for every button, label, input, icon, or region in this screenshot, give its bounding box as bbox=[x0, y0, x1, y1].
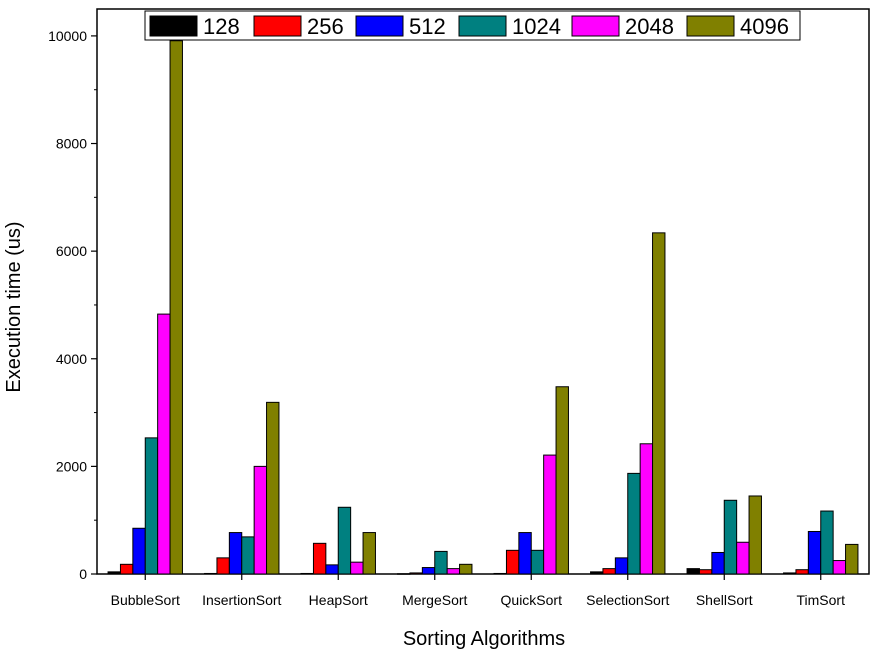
bar-quicksort-2048 bbox=[543, 454, 557, 575]
legend-label-1024: 1024 bbox=[512, 14, 561, 39]
legend-swatch-256 bbox=[253, 15, 302, 37]
bar-mergesort-512 bbox=[421, 567, 436, 575]
bar-heapsort-2048 bbox=[350, 561, 364, 575]
bar-mergesort-2048 bbox=[446, 568, 461, 575]
plot-border bbox=[96, 8, 870, 575]
y-axis: 0 2000 4000 6000 8000 10000 bbox=[48, 28, 97, 582]
bar-insertionsort-512 bbox=[228, 532, 243, 575]
x-tick-label: TimSort bbox=[797, 592, 846, 608]
x-tick-label: InsertionSort bbox=[202, 592, 281, 608]
bar-timsort-512 bbox=[807, 530, 822, 575]
y-tick-label: 2000 bbox=[56, 458, 87, 474]
bar-shellsort-128 bbox=[686, 568, 700, 575]
bar-quicksort-1024 bbox=[530, 549, 545, 575]
bar-selectionsort-512 bbox=[614, 557, 629, 575]
bar-selectionsort-1024 bbox=[627, 472, 641, 575]
bar-quicksort-256 bbox=[505, 549, 520, 575]
bar-selectionsort-256 bbox=[602, 568, 616, 575]
legend-label-4096: 4096 bbox=[740, 14, 789, 39]
plot-frame bbox=[96, 8, 870, 575]
bar-bubblesort-2048 bbox=[157, 313, 171, 575]
x-tick-label: SelectionSort bbox=[586, 592, 669, 608]
legend-swatch-2048 bbox=[571, 15, 620, 37]
legend-swatch-4096 bbox=[686, 15, 735, 37]
bar-insertionsort-4096 bbox=[266, 401, 280, 575]
y-tick-label: 10000 bbox=[48, 28, 87, 44]
bar-bubblesort-4096 bbox=[169, 40, 183, 575]
y-tick-label: 0 bbox=[79, 566, 87, 582]
x-tick-label: HeapSort bbox=[309, 592, 368, 608]
y-tick-label: 4000 bbox=[56, 351, 87, 367]
bar-quicksort-512 bbox=[518, 532, 532, 575]
x-axis-title: Sorting Algorithms bbox=[403, 628, 565, 650]
bar-heapsort-128 bbox=[300, 572, 314, 575]
bar-mergesort-256 bbox=[409, 572, 423, 575]
bar-heapsort-256 bbox=[312, 542, 327, 575]
bar-shellsort-512 bbox=[711, 551, 725, 575]
legend-label-256: 256 bbox=[307, 14, 344, 39]
legend-swatch-1024 bbox=[458, 15, 507, 37]
legend-swatch-128 bbox=[149, 15, 198, 37]
bar-bubblesort-256 bbox=[119, 563, 134, 575]
legend-swatch-512 bbox=[355, 15, 404, 37]
legend-label-512: 512 bbox=[409, 14, 446, 39]
bar-quicksort-128 bbox=[493, 572, 507, 575]
legend-label-128: 128 bbox=[203, 14, 240, 39]
bar-selectionsort-4096 bbox=[652, 232, 666, 575]
bar-bubblesort-512 bbox=[132, 527, 146, 575]
bar-bubblesort-1024 bbox=[144, 437, 159, 575]
bar-shellsort-1024 bbox=[723, 499, 738, 575]
bar-shellsort-4096 bbox=[748, 495, 762, 575]
x-tick-label: BubbleSort bbox=[111, 592, 180, 608]
bars bbox=[107, 40, 859, 575]
bar-timsort-1024 bbox=[820, 510, 834, 575]
x-tick-label: MergeSort bbox=[402, 592, 467, 608]
bar-heapsort-1024 bbox=[337, 506, 352, 575]
bar-insertionsort-2048 bbox=[253, 465, 268, 575]
y-tick-label: 6000 bbox=[56, 243, 87, 259]
bar-insertionsort-128 bbox=[204, 572, 218, 575]
bar-selectionsort-128 bbox=[590, 571, 604, 575]
bar-mergesort-4096 bbox=[459, 563, 473, 575]
bar-timsort-4096 bbox=[845, 543, 859, 575]
bar-insertionsort-1024 bbox=[241, 536, 255, 575]
bar-insertionsort-256 bbox=[216, 557, 230, 575]
y-axis-title: Execution time (us) bbox=[3, 221, 25, 392]
legend: 128 256 512 1024 2048 4096 bbox=[144, 10, 801, 41]
x-axis: BubbleSort InsertionSort HeapSort MergeSort… bbox=[111, 574, 845, 608]
x-tick-label: QuickSort bbox=[501, 592, 563, 608]
y-tick-label: 8000 bbox=[56, 136, 87, 152]
bar-heapsort-4096 bbox=[362, 532, 376, 575]
x-tick-label: ShellSort bbox=[696, 592, 753, 608]
bar-quicksort-4096 bbox=[555, 386, 569, 575]
bar-timsort-2048 bbox=[832, 560, 847, 575]
bar-mergesort-128 bbox=[397, 573, 411, 575]
bar-shellsort-256 bbox=[698, 569, 713, 575]
bar-timsort-256 bbox=[795, 569, 809, 575]
bar-heapsort-512 bbox=[325, 564, 339, 575]
bar-bubblesort-128 bbox=[107, 571, 121, 575]
legend-label-2048: 2048 bbox=[625, 14, 674, 39]
bar-mergesort-1024 bbox=[434, 550, 448, 575]
bar-shellsort-2048 bbox=[736, 541, 750, 575]
bar-selectionsort-2048 bbox=[639, 443, 654, 575]
bar-timsort-128 bbox=[783, 572, 797, 575]
